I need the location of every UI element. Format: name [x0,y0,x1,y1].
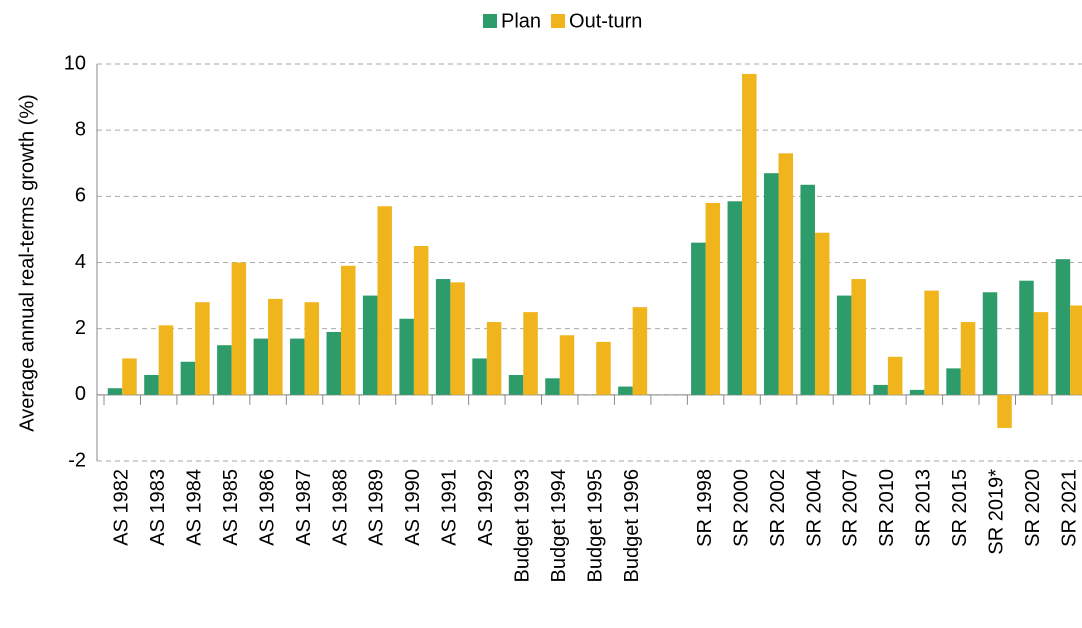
x-tick-label: AS 1989 [366,469,388,546]
bar [960,322,976,395]
bar [107,388,123,395]
bar [523,312,538,395]
y-tick-label: 6 [75,185,86,207]
bar [909,389,925,395]
bar [800,184,815,395]
bar [1070,305,1082,395]
legend-label: Plan [501,10,541,32]
bar [472,358,487,395]
bar [362,295,378,395]
legend-label: Out-turn [569,10,642,32]
bar [982,292,998,395]
x-tick-label: AS 1985 [220,469,242,546]
bar [413,245,429,395]
x-tick-label: SR 2000 [730,469,752,547]
x-tick-label: Budget 1994 [548,469,570,582]
bar [231,262,247,395]
y-tick-label: -2 [68,449,86,471]
x-tick-label: SR 2013 [913,469,935,547]
bar [873,384,888,395]
x-tick-label: SR 2002 [767,469,789,547]
y-tick-label: 10 [64,52,86,74]
bar [851,279,866,395]
x-tick-label: SR 2020 [1022,469,1044,547]
legend-swatch [551,14,566,28]
y-axis-label: Average annual real-terms growth (%) [16,94,38,432]
x-tick-label: AS 1992 [475,469,497,546]
y-tick-label: 8 [75,118,86,140]
bar [836,295,852,395]
y-tick-label: 0 [75,383,86,405]
x-tick-label: SR 2021 [1058,469,1080,547]
bar [814,232,830,395]
x-tick-label: Budget 1996 [621,469,643,582]
x-tick-label: SR 2015 [949,469,971,547]
bar [268,298,283,395]
bar [1033,312,1049,395]
bar [705,202,721,395]
x-tick-label: AS 1982 [111,469,133,546]
bar [1055,259,1071,395]
bar [596,341,611,395]
x-tick-label: AS 1988 [329,469,351,546]
bar [632,307,648,395]
bar [887,356,903,395]
bar [727,201,743,395]
bar [545,378,560,395]
y-tick-label: 4 [75,251,86,273]
x-tick-label: AS 1987 [293,469,315,546]
bar [618,386,633,395]
bar [158,325,174,395]
bar [997,394,1012,428]
x-tick-label: Budget 1993 [512,469,534,582]
x-tick-label: AS 1983 [147,469,169,546]
x-tick-label: AS 1986 [256,469,278,546]
bar [144,374,159,395]
bar [340,265,356,395]
x-tick-label: AS 1990 [402,469,424,546]
bar [450,282,465,395]
x-tick-label: AS 1984 [183,469,205,546]
bar [326,331,341,395]
x-tick-label: SR 2007 [840,469,862,547]
bar [508,374,524,395]
legend-swatch [483,14,497,28]
bar [304,302,320,395]
bar [778,153,794,395]
bar [742,73,757,395]
x-tick-label: SR 2010 [876,469,898,547]
bar [180,361,196,395]
x-tick-label: AS 1991 [439,469,461,546]
bar [764,173,779,395]
bar [946,368,961,395]
y-tick-label: 2 [75,317,86,339]
bar [253,338,269,395]
bar [1019,280,1034,395]
bar [122,358,137,395]
bar [217,345,232,395]
bar [399,318,414,395]
x-tick-label: SR 2019* [986,469,1008,555]
x-tick-label: SR 2004 [803,469,825,547]
bar [691,242,706,395]
bar [290,338,305,395]
x-tick-label: Budget 1995 [584,469,606,582]
bar [435,279,451,395]
bar [486,322,502,395]
bar [559,335,575,395]
bar [377,206,392,395]
bar [924,290,939,395]
x-tick-label: SR 1998 [694,469,716,547]
bar [195,302,210,395]
